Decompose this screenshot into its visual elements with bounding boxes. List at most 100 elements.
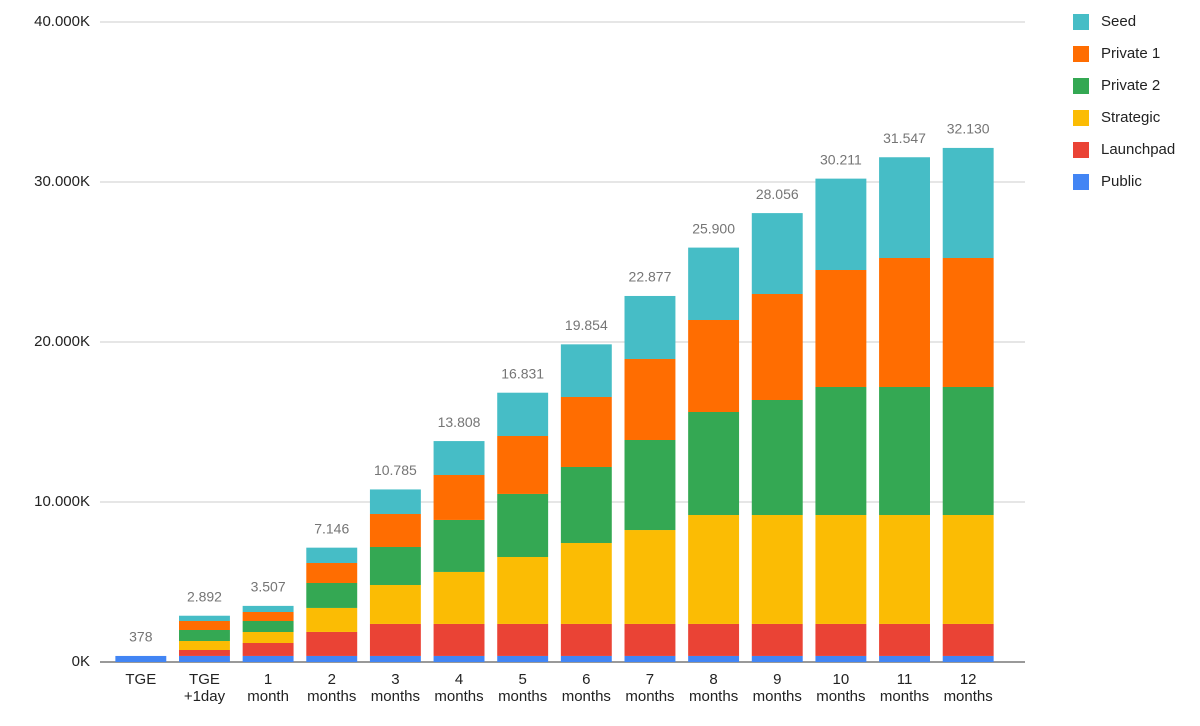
- bar-segment: [942, 386, 994, 515]
- total-label: 19.854: [565, 317, 608, 333]
- bar-segment: [433, 571, 485, 624]
- bar-segment: [497, 392, 549, 436]
- bar-segment: [560, 542, 612, 624]
- total-label: 28.056: [756, 186, 799, 202]
- bar-segment: [560, 344, 612, 397]
- bar-segment: [306, 631, 358, 656]
- legend-label: Launchpad: [1101, 141, 1175, 158]
- x-tick-label: 12 months: [944, 671, 993, 705]
- bar-segment: [688, 247, 740, 320]
- bar-segment: [942, 147, 994, 258]
- bar-segment: [179, 615, 230, 621]
- legend-swatch: [1073, 110, 1089, 126]
- bar-segment: [433, 519, 485, 572]
- bar-segment: [688, 514, 740, 624]
- total-label: 10.785: [374, 462, 417, 478]
- bar-segment: [879, 623, 930, 656]
- bar-segment: [751, 514, 803, 624]
- bar-segment: [306, 562, 358, 583]
- bar-segment: [942, 623, 994, 656]
- legend-label: Private 1: [1101, 45, 1160, 62]
- bar-segment: [497, 623, 549, 656]
- x-tick-label: 7 months: [625, 671, 674, 705]
- bar-segment: [624, 295, 676, 359]
- bar-segment: [879, 655, 930, 662]
- bar-segment: [560, 623, 612, 656]
- bar-segment: [624, 623, 676, 656]
- total-label: 3.507: [251, 579, 286, 595]
- bar-segment: [179, 650, 230, 656]
- bar-segment: [497, 436, 549, 494]
- legend-swatch: [1073, 14, 1089, 30]
- bar-segment: [688, 655, 740, 662]
- bar-segment: [497, 556, 549, 624]
- total-label: 25.900: [692, 220, 735, 236]
- x-tick-label: 1 month: [247, 671, 289, 705]
- x-tick-label: 10 months: [816, 671, 865, 705]
- legend-swatch: [1073, 46, 1089, 62]
- bar-segment: [751, 213, 803, 294]
- bar-segment: [688, 412, 740, 515]
- bar-segment: [815, 386, 867, 515]
- bar-segment: [624, 655, 676, 662]
- x-tick-label: 11 months: [880, 671, 929, 705]
- bar-segment: [624, 358, 676, 440]
- x-tick-label: 3 months: [371, 671, 420, 705]
- bar-segment: [242, 642, 294, 656]
- legend-label: Private 2: [1101, 77, 1160, 94]
- legend-swatch: [1073, 78, 1089, 94]
- total-label: 31.547: [883, 130, 926, 146]
- bar-segment: [497, 493, 549, 557]
- total-label: 16.831: [501, 365, 544, 381]
- legend-label: Public: [1101, 173, 1142, 190]
- y-tick-label: 30.000K: [34, 173, 90, 190]
- bar-segment: [560, 466, 612, 543]
- bar-segment: [369, 489, 421, 514]
- x-tick-label: 9 months: [753, 671, 802, 705]
- bar-segment: [751, 655, 803, 662]
- bar-segment: [242, 620, 294, 632]
- bar-segment: [942, 655, 994, 662]
- bar-segment: [751, 400, 803, 515]
- bar-segment: [751, 294, 803, 400]
- bar-segment: [306, 547, 358, 563]
- bar-segment: [306, 607, 358, 632]
- bar-segment: [688, 623, 740, 656]
- x-tick-label: 6 months: [562, 671, 611, 705]
- bar-segment: [433, 623, 485, 656]
- bar-segment: [433, 474, 485, 520]
- total-label: 32.130: [947, 121, 990, 137]
- y-tick-label: 0K: [72, 653, 90, 670]
- legend-label: Seed: [1101, 13, 1136, 30]
- y-tick-label: 40.000K: [34, 13, 90, 30]
- bar-segment: [433, 655, 485, 662]
- total-label: 30.211: [820, 151, 862, 167]
- bar-segment: [942, 258, 994, 387]
- bar-segment: [815, 514, 867, 624]
- bar-segment: [242, 632, 294, 643]
- legend-label: Strategic: [1101, 109, 1161, 126]
- x-tick-label: 5 months: [498, 671, 547, 705]
- legend-swatch: [1073, 142, 1089, 158]
- bar-segment: [369, 514, 421, 547]
- bar-segment: [497, 655, 549, 662]
- bar-segment: [179, 655, 230, 662]
- total-label: 7.146: [314, 520, 349, 536]
- bar-segment: [879, 258, 930, 387]
- bar-segment: [115, 655, 167, 662]
- x-tick-label: 2 months: [307, 671, 356, 705]
- bar-segment: [433, 441, 485, 475]
- total-label: 22.877: [629, 269, 672, 285]
- bar-segment: [306, 655, 358, 662]
- x-tick-label: 8 months: [689, 671, 738, 705]
- bar-segment: [242, 655, 294, 662]
- x-tick-label: 4 months: [434, 671, 483, 705]
- bar-segment: [942, 514, 994, 624]
- bar-segment: [815, 178, 867, 270]
- bar-segment: [242, 612, 294, 621]
- bar-segment: [624, 530, 676, 624]
- bar-segment: [624, 440, 676, 531]
- bar-segment: [751, 623, 803, 656]
- bar-segment: [179, 640, 230, 650]
